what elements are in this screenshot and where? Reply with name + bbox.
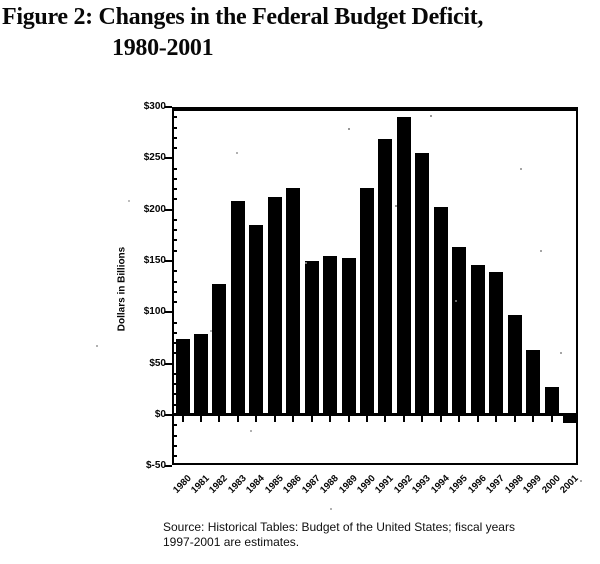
y-minor-tick-mark xyxy=(173,177,177,180)
figure-title: Figure 2: Changes in the Federal Budget … xyxy=(2,2,598,64)
y-tick-mark xyxy=(165,208,172,211)
y-minor-tick-mark xyxy=(173,383,177,386)
x-tick-mark xyxy=(476,416,479,422)
x-tick-mark xyxy=(402,416,405,422)
bar-1987 xyxy=(304,261,319,415)
y-minor-tick-mark xyxy=(173,167,177,170)
y-tick-label: $250 xyxy=(143,152,166,164)
y-minor-tick-mark xyxy=(173,352,177,355)
x-tick-mark xyxy=(439,416,442,422)
y-minor-tick-mark xyxy=(173,280,177,283)
y-minor-tick-mark xyxy=(173,147,177,150)
bar-1993 xyxy=(415,153,430,415)
bar-1999 xyxy=(526,350,541,415)
y-minor-tick-mark xyxy=(173,116,177,119)
x-tick-mark xyxy=(384,416,387,422)
bar-1991 xyxy=(378,138,393,415)
y-minor-tick-mark xyxy=(173,331,177,334)
y-tick-label: $0 xyxy=(154,409,166,420)
x-tick-mark xyxy=(550,416,553,422)
zero-baseline xyxy=(172,413,578,416)
y-minor-tick-mark xyxy=(173,393,177,396)
x-tick-mark xyxy=(458,416,461,422)
y-tick-mark xyxy=(165,362,172,365)
x-tick-mark xyxy=(495,416,498,422)
bar-1990 xyxy=(360,188,374,415)
x-tick-mark xyxy=(310,416,313,422)
y-minor-tick-mark xyxy=(173,126,177,129)
bar-1995 xyxy=(452,246,467,415)
bar-1983 xyxy=(230,201,245,415)
y-tick-mark xyxy=(165,157,172,160)
figure-title-line1: Figure 2: Changes in the Federal Budget … xyxy=(2,4,484,30)
y-minor-tick-mark xyxy=(173,444,177,447)
y-tick-mark xyxy=(165,260,172,262)
x-tick-mark xyxy=(236,416,239,422)
scan-noise xyxy=(0,0,2,2)
y-tick-label: $100 xyxy=(143,306,166,318)
y-tick-label: $-50 xyxy=(145,460,166,472)
y-minor-tick-mark xyxy=(173,455,177,458)
y-tick-label: $200 xyxy=(143,203,166,215)
x-tick-mark xyxy=(329,416,332,422)
y-tick-mark xyxy=(165,311,172,314)
y-minor-tick-mark xyxy=(173,198,177,201)
x-tick-mark xyxy=(255,416,258,422)
source-note-line2: 1997-2001 are estimates. xyxy=(163,535,300,549)
bar-1992 xyxy=(396,117,411,415)
y-minor-tick-mark xyxy=(173,372,177,375)
y-minor-tick-mark xyxy=(173,249,177,252)
y-tick-label: $300 xyxy=(143,101,166,112)
bar-1985 xyxy=(267,197,282,415)
bar-1994 xyxy=(433,206,448,415)
x-tick-mark xyxy=(347,416,350,422)
x-tick-mark xyxy=(421,416,424,422)
y-tick-mark xyxy=(165,106,172,108)
y-minor-tick-mark xyxy=(173,188,177,191)
x-tick-mark xyxy=(292,416,295,422)
bar-1984 xyxy=(249,225,264,415)
bar-1988 xyxy=(323,255,338,415)
source-note: Source: Historical Tables: Budget of the… xyxy=(163,520,593,550)
y-minor-tick-mark xyxy=(173,218,177,221)
y-tick-mark xyxy=(165,414,172,416)
y-tick-label: $50 xyxy=(149,357,166,369)
y-minor-tick-mark xyxy=(173,290,177,293)
bar-1998 xyxy=(507,315,522,415)
y-minor-tick-mark xyxy=(173,229,177,232)
x-tick-mark xyxy=(568,416,571,422)
bar-1981 xyxy=(193,333,208,415)
y-tick-mark xyxy=(165,465,172,468)
x-tick-mark xyxy=(513,416,516,422)
bar-1997 xyxy=(489,272,504,415)
bar-1986 xyxy=(286,188,301,415)
x-tick-mark xyxy=(181,416,184,422)
y-minor-tick-mark xyxy=(173,403,177,406)
y-minor-tick-mark xyxy=(173,301,177,304)
y-minor-tick-mark xyxy=(173,136,177,139)
x-tick-mark xyxy=(273,416,276,422)
y-minor-tick-mark xyxy=(173,342,177,345)
y-minor-tick-mark xyxy=(173,424,177,427)
figure-title-line2: 1980-2001 xyxy=(112,35,214,61)
source-note-line1: Source: Historical Tables: Budget of the… xyxy=(163,520,515,534)
x-tick-mark xyxy=(199,416,202,422)
y-minor-tick-mark xyxy=(173,321,177,324)
plot-area xyxy=(172,107,578,465)
y-minor-tick-mark xyxy=(173,434,177,437)
y-minor-tick-mark xyxy=(173,270,177,273)
bar-2000 xyxy=(544,387,559,415)
bar-1980 xyxy=(175,339,190,415)
x-tick-mark xyxy=(218,416,221,422)
y-tick-label: $150 xyxy=(143,255,166,266)
bar-1982 xyxy=(212,283,227,415)
bar-1989 xyxy=(341,257,356,415)
y-minor-tick-mark xyxy=(173,239,177,242)
x-tick-mark xyxy=(366,416,368,422)
x-tick-mark xyxy=(532,416,535,422)
bar-1996 xyxy=(470,265,485,415)
